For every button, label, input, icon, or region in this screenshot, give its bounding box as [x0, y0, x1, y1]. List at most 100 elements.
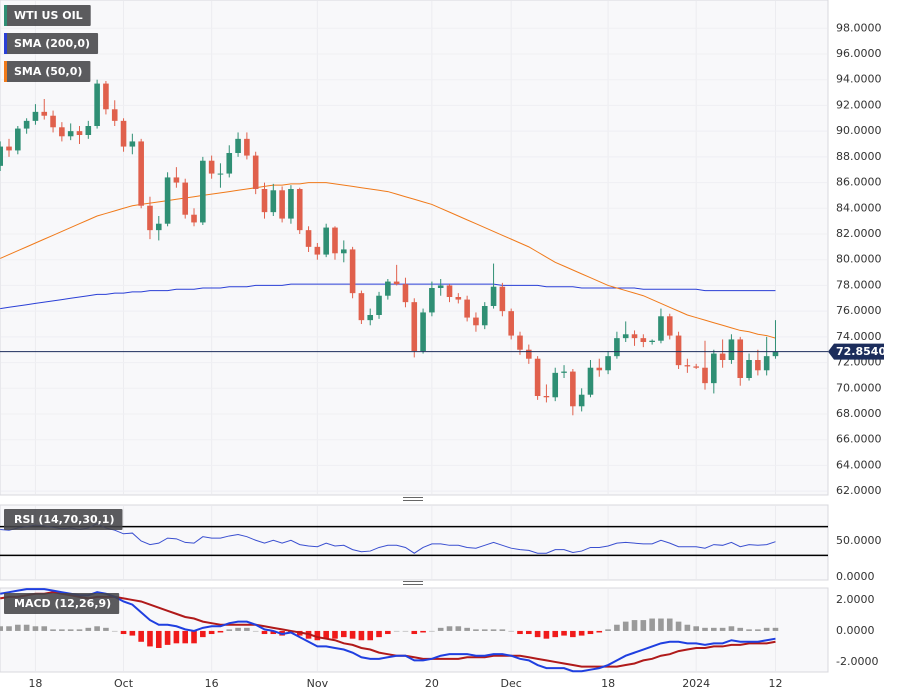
legend-label: RSI (14,70,30,1): [14, 513, 114, 526]
histogram-bar: [596, 630, 603, 633]
candle-body: [605, 356, 611, 371]
histogram-bar: [490, 629, 497, 631]
candle-body: [367, 315, 374, 321]
candle-body: [666, 316, 673, 336]
histogram-bar: [746, 629, 752, 631]
histogram-bar: [534, 630, 541, 638]
histogram-bar: [270, 630, 277, 635]
y-tick-label: 84.0000: [836, 201, 882, 214]
candle-body: [296, 189, 303, 231]
candle-body: [200, 160, 206, 223]
x-tick-label: 20: [425, 677, 439, 690]
histogram-bar: [649, 618, 655, 631]
histogram-bar: [499, 629, 506, 631]
histogram-bar: [526, 630, 532, 635]
histogram-bar: [543, 630, 550, 639]
histogram-bar: [138, 630, 144, 642]
candle-body: [552, 372, 559, 398]
histogram-bar: [94, 626, 100, 631]
candle-body: [728, 339, 735, 360]
histogram-bar: [666, 618, 673, 631]
histogram-bar: [570, 630, 576, 638]
histogram-bar: [693, 626, 699, 631]
y-tick-label: 78.0000: [836, 278, 882, 291]
legend-swatch: [4, 61, 7, 82]
candle-body: [340, 249, 347, 254]
x-tick-label: 16: [205, 677, 219, 690]
candle-body: [570, 371, 576, 407]
candle-body: [147, 205, 153, 231]
histogram-bar: [640, 620, 647, 631]
histogram-bar: [561, 630, 567, 636]
histogram-bar: [191, 630, 197, 644]
histogram-bar: [719, 627, 726, 631]
histogram-bar: [111, 630, 118, 632]
y-tick-label: 68.0000: [836, 407, 882, 420]
candle-body: [429, 288, 435, 313]
histogram-bar: [578, 630, 585, 636]
histogram-bar: [226, 629, 233, 631]
x-tick-label: 18: [601, 677, 615, 690]
candle-body: [614, 338, 620, 357]
candle-body: [640, 338, 647, 342]
candle-body: [649, 340, 655, 342]
histogram-bar: [393, 630, 400, 632]
histogram-bar: [244, 627, 250, 631]
candle-body: [76, 131, 83, 135]
rsi-line: [0, 523, 776, 554]
candle-body: [693, 366, 699, 368]
histogram-bar: [173, 630, 180, 644]
sma-line: [0, 182, 776, 339]
candle-body: [526, 349, 532, 359]
histogram-bar: [23, 624, 30, 631]
candle-body: [578, 394, 585, 407]
histogram-bar: [164, 630, 171, 645]
resize-handle[interactable]: [403, 497, 423, 501]
x-tick-label: 18: [28, 677, 42, 690]
candle-body: [111, 109, 118, 121]
histogram-bar: [711, 627, 717, 631]
histogram-bar: [473, 629, 479, 631]
histogram-bar: [517, 630, 523, 635]
candle-body: [596, 367, 603, 371]
candle-body: [455, 297, 462, 300]
histogram-bar: [332, 630, 338, 639]
histogram-bar: [658, 618, 664, 631]
candle-body: [173, 177, 180, 183]
candle-body: [59, 127, 65, 137]
legend-box: [4, 33, 99, 54]
candle-body: [305, 230, 312, 247]
histogram-bar: [702, 627, 708, 631]
candle-body: [763, 356, 770, 371]
histogram-bar: [340, 630, 347, 638]
histogram-bar: [411, 630, 418, 635]
candle-body: [85, 126, 92, 135]
candle-body: [684, 365, 691, 367]
histogram-bar: [323, 630, 329, 639]
histogram-bar: [367, 630, 374, 641]
y-tick-label: 94.0000: [836, 73, 882, 86]
histogram-bar: [614, 624, 620, 631]
candle-body: [50, 115, 56, 128]
histogram-bar: [420, 630, 426, 633]
histogram-bar: [755, 629, 761, 631]
histogram-bar: [728, 626, 735, 631]
y-tick-label: 80.0000: [836, 253, 882, 266]
histogram-bar: [120, 630, 127, 635]
histogram-bar: [50, 629, 56, 631]
candle-body: [711, 353, 717, 384]
candle-body: [464, 299, 470, 318]
candle-body: [226, 153, 233, 174]
histogram-bar: [85, 627, 92, 631]
price-panel: [0, 0, 829, 496]
macd-line: [0, 588, 776, 673]
candle-body: [182, 182, 189, 215]
candle-body: [94, 83, 100, 126]
histogram-bar: [6, 626, 12, 631]
candle-body: [235, 138, 241, 153]
histogram-bar: [429, 630, 435, 632]
candle-body: [376, 295, 382, 315]
resize-handle[interactable]: [403, 581, 423, 585]
y-tick-label: 50.0000: [836, 534, 882, 547]
